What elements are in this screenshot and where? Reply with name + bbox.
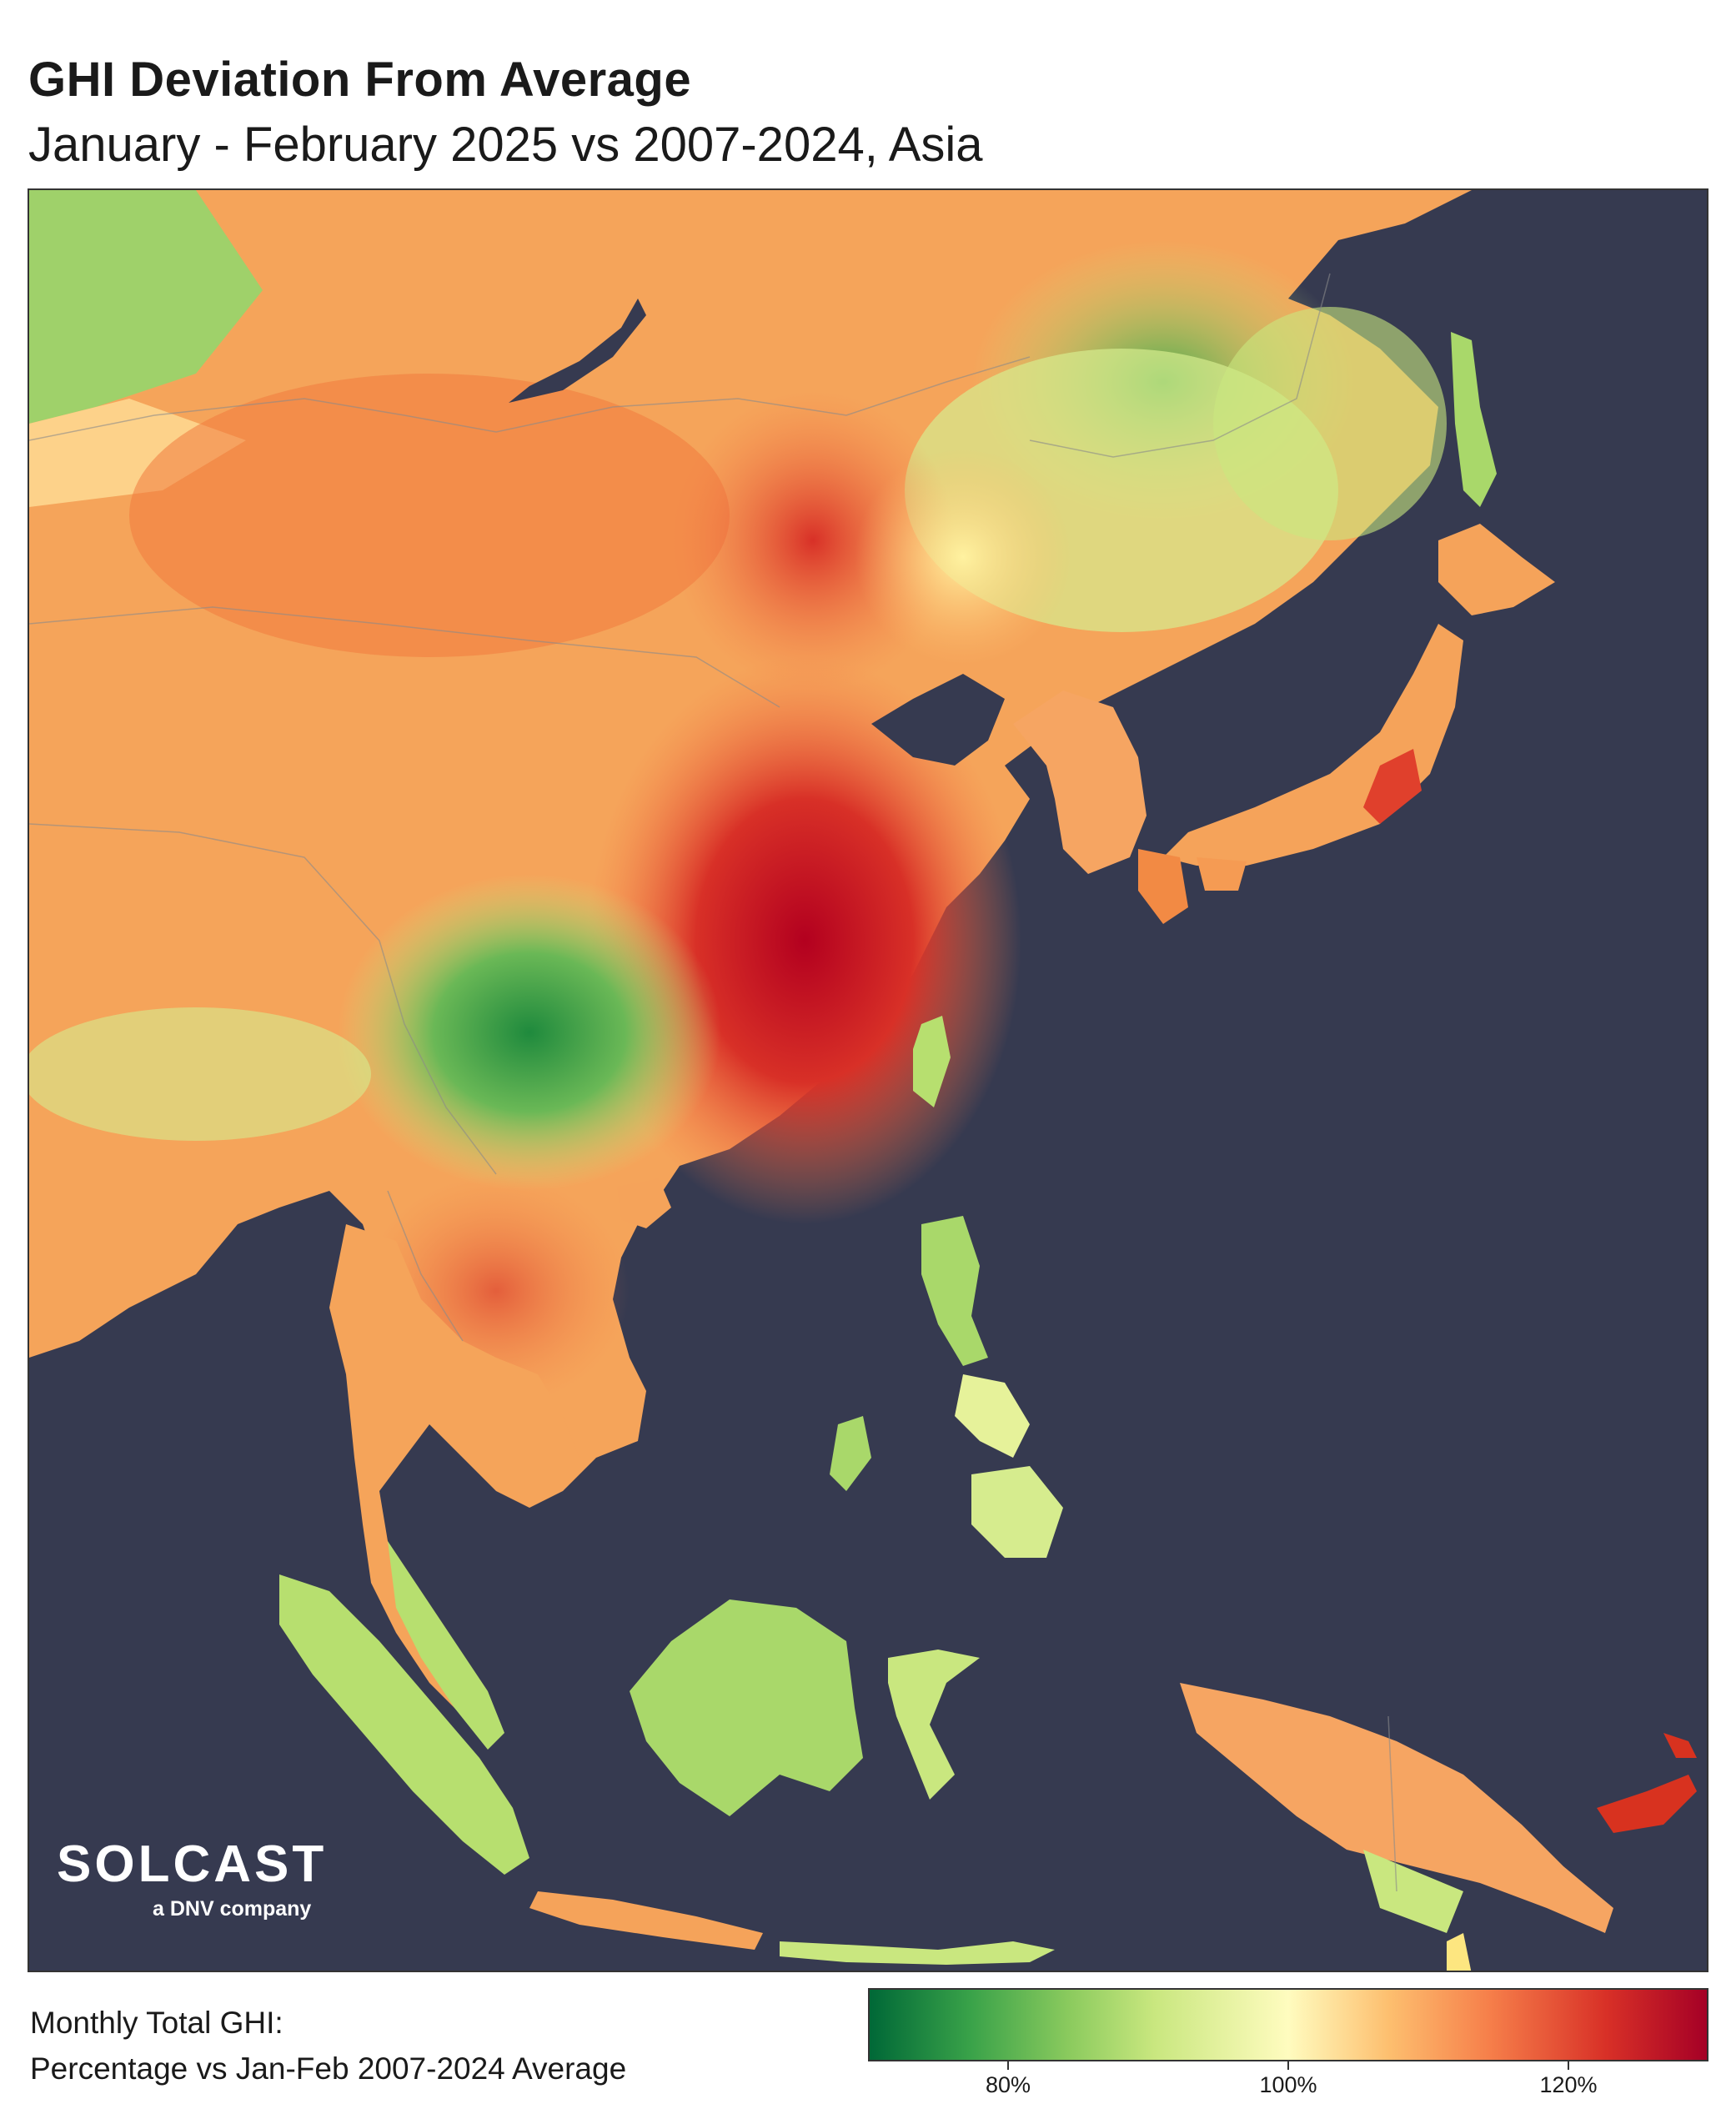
honshu (1163, 624, 1463, 866)
lake-baikal (509, 299, 646, 403)
legend-tick-120: 120% (1539, 2072, 1598, 2097)
legend-tick-mark (1568, 2061, 1569, 2070)
borneo (630, 1599, 863, 1816)
luzon (921, 1216, 988, 1366)
legend-colorbar (868, 1988, 1708, 2061)
logo-wordmark: SOLCAST (57, 1835, 328, 1893)
mainland-north-green (29, 190, 263, 424)
new-britain (1597, 1775, 1697, 1833)
korean-peninsula (1013, 690, 1146, 874)
solcast-logo: SOLCAST a DNV company (57, 1835, 327, 1921)
new-guinea-south (1363, 1850, 1463, 1933)
legend-tick-mark (1287, 2061, 1289, 2070)
hainan (617, 1178, 671, 1228)
sumatra (279, 1574, 529, 1875)
legend-tick-mark (1007, 2061, 1009, 2070)
visayas (955, 1374, 1030, 1458)
lesser-sunda (780, 1941, 1055, 1965)
sulawesi (888, 1650, 980, 1800)
mindanao (971, 1466, 1063, 1558)
taiwan (913, 1016, 951, 1107)
ghi-map (28, 188, 1708, 1972)
legend-label: Monthly Total GHI: Percentage vs Jan-Feb… (30, 2000, 626, 2091)
legend-tick-100: 100% (1259, 2072, 1317, 2097)
hokkaido (1438, 524, 1555, 615)
legend-label-line2: Percentage vs Jan-Feb 2007-2024 Average (30, 2051, 627, 2086)
map-canvas (29, 190, 1697, 1971)
mainland-north-yellow (29, 399, 246, 507)
honshu-hot (1363, 749, 1422, 824)
map-subtitle: January - February 2025 vs 2007-2024, As… (28, 118, 983, 172)
sakhalin (1451, 332, 1497, 507)
malay-peninsula (388, 1541, 504, 1750)
bohai-sea (871, 674, 1005, 766)
australia-tip (1447, 1933, 1472, 1971)
kyushu (1138, 849, 1188, 924)
indochina (329, 1224, 580, 1716)
new-ireland (1663, 1733, 1697, 1758)
shikoku (1197, 857, 1247, 891)
legend-tick-80: 80% (985, 2072, 1031, 2097)
new-guinea (1180, 1683, 1613, 1933)
java (529, 1891, 763, 1950)
legend-label-line1: Monthly Total GHI: (30, 2006, 283, 2040)
palawan (830, 1416, 871, 1491)
logo-tagline: a DNV company (153, 1897, 312, 1921)
map-title: GHI Deviation From Average (28, 53, 692, 107)
